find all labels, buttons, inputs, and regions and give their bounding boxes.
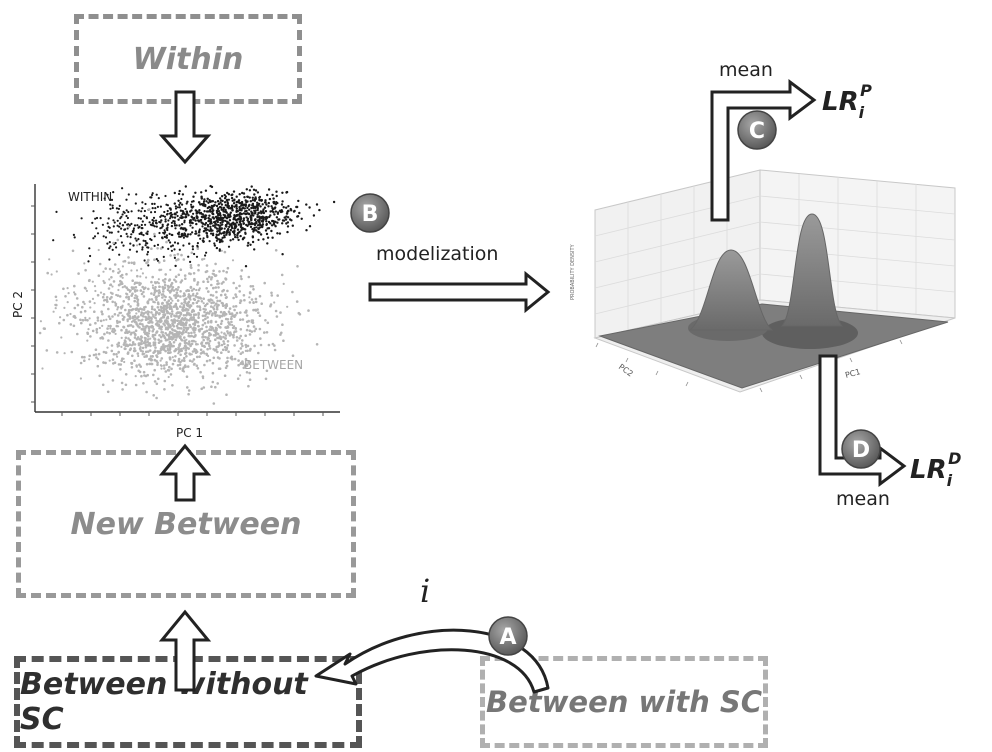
iteration-index-label: i: [420, 572, 430, 610]
between-without-sc-label: Between without SC: [20, 667, 308, 737]
arrow-newbetween-to-scatter: [158, 443, 212, 502]
step-b-badge: [350, 193, 390, 233]
between-with-sc-box: Between with SC: [480, 656, 768, 748]
step-d-label: D: [852, 438, 870, 463]
step-a-label: A: [499, 625, 516, 650]
new-between-box-label: New Between: [70, 506, 302, 542]
surface-z-axis-label: PROBABILITY DENSITY: [570, 243, 576, 300]
within-points: [52, 184, 336, 268]
modelization-label: modelization: [376, 243, 498, 265]
step-b-label: B: [362, 202, 379, 227]
lr-p-output: LRiP: [822, 81, 872, 122]
surface-y-axis-label: PC2: [617, 362, 635, 378]
between-points: [38, 208, 319, 405]
step-c-label: C: [749, 119, 765, 144]
step-a-badge: [488, 616, 528, 656]
scatter-y-axis-label: PC 2: [11, 291, 25, 318]
lr-d-output: LRiD: [910, 449, 961, 490]
mean-top-label: mean: [719, 59, 773, 81]
arrow-mean-c: [710, 79, 817, 222]
arrow-modelization: [368, 270, 551, 314]
between-with-sc-label: Between with SC: [485, 685, 762, 719]
surface-x-axis-label: PC1: [844, 367, 861, 380]
surface-plot: PROBABILITY DENSITY PC2 PC1: [570, 169, 956, 393]
arrow-within-to-scatter: [158, 90, 212, 165]
arrow-mean-d: [818, 354, 907, 487]
step-c-badge: [737, 110, 777, 150]
arrow-nosc-to-newbetween: [158, 609, 212, 692]
within-box-label: Within: [132, 41, 244, 77]
scatter-x-axis-label: PC 1: [176, 426, 203, 440]
mean-bottom-label: mean: [836, 488, 890, 510]
between-cluster-label: BETWEEN: [244, 358, 303, 372]
within-cluster-label: WITHIN: [68, 190, 112, 204]
step-d-badge: [841, 429, 881, 469]
scatter-plot: WITHIN BETWEEN PC 1 PC 2: [11, 184, 340, 440]
